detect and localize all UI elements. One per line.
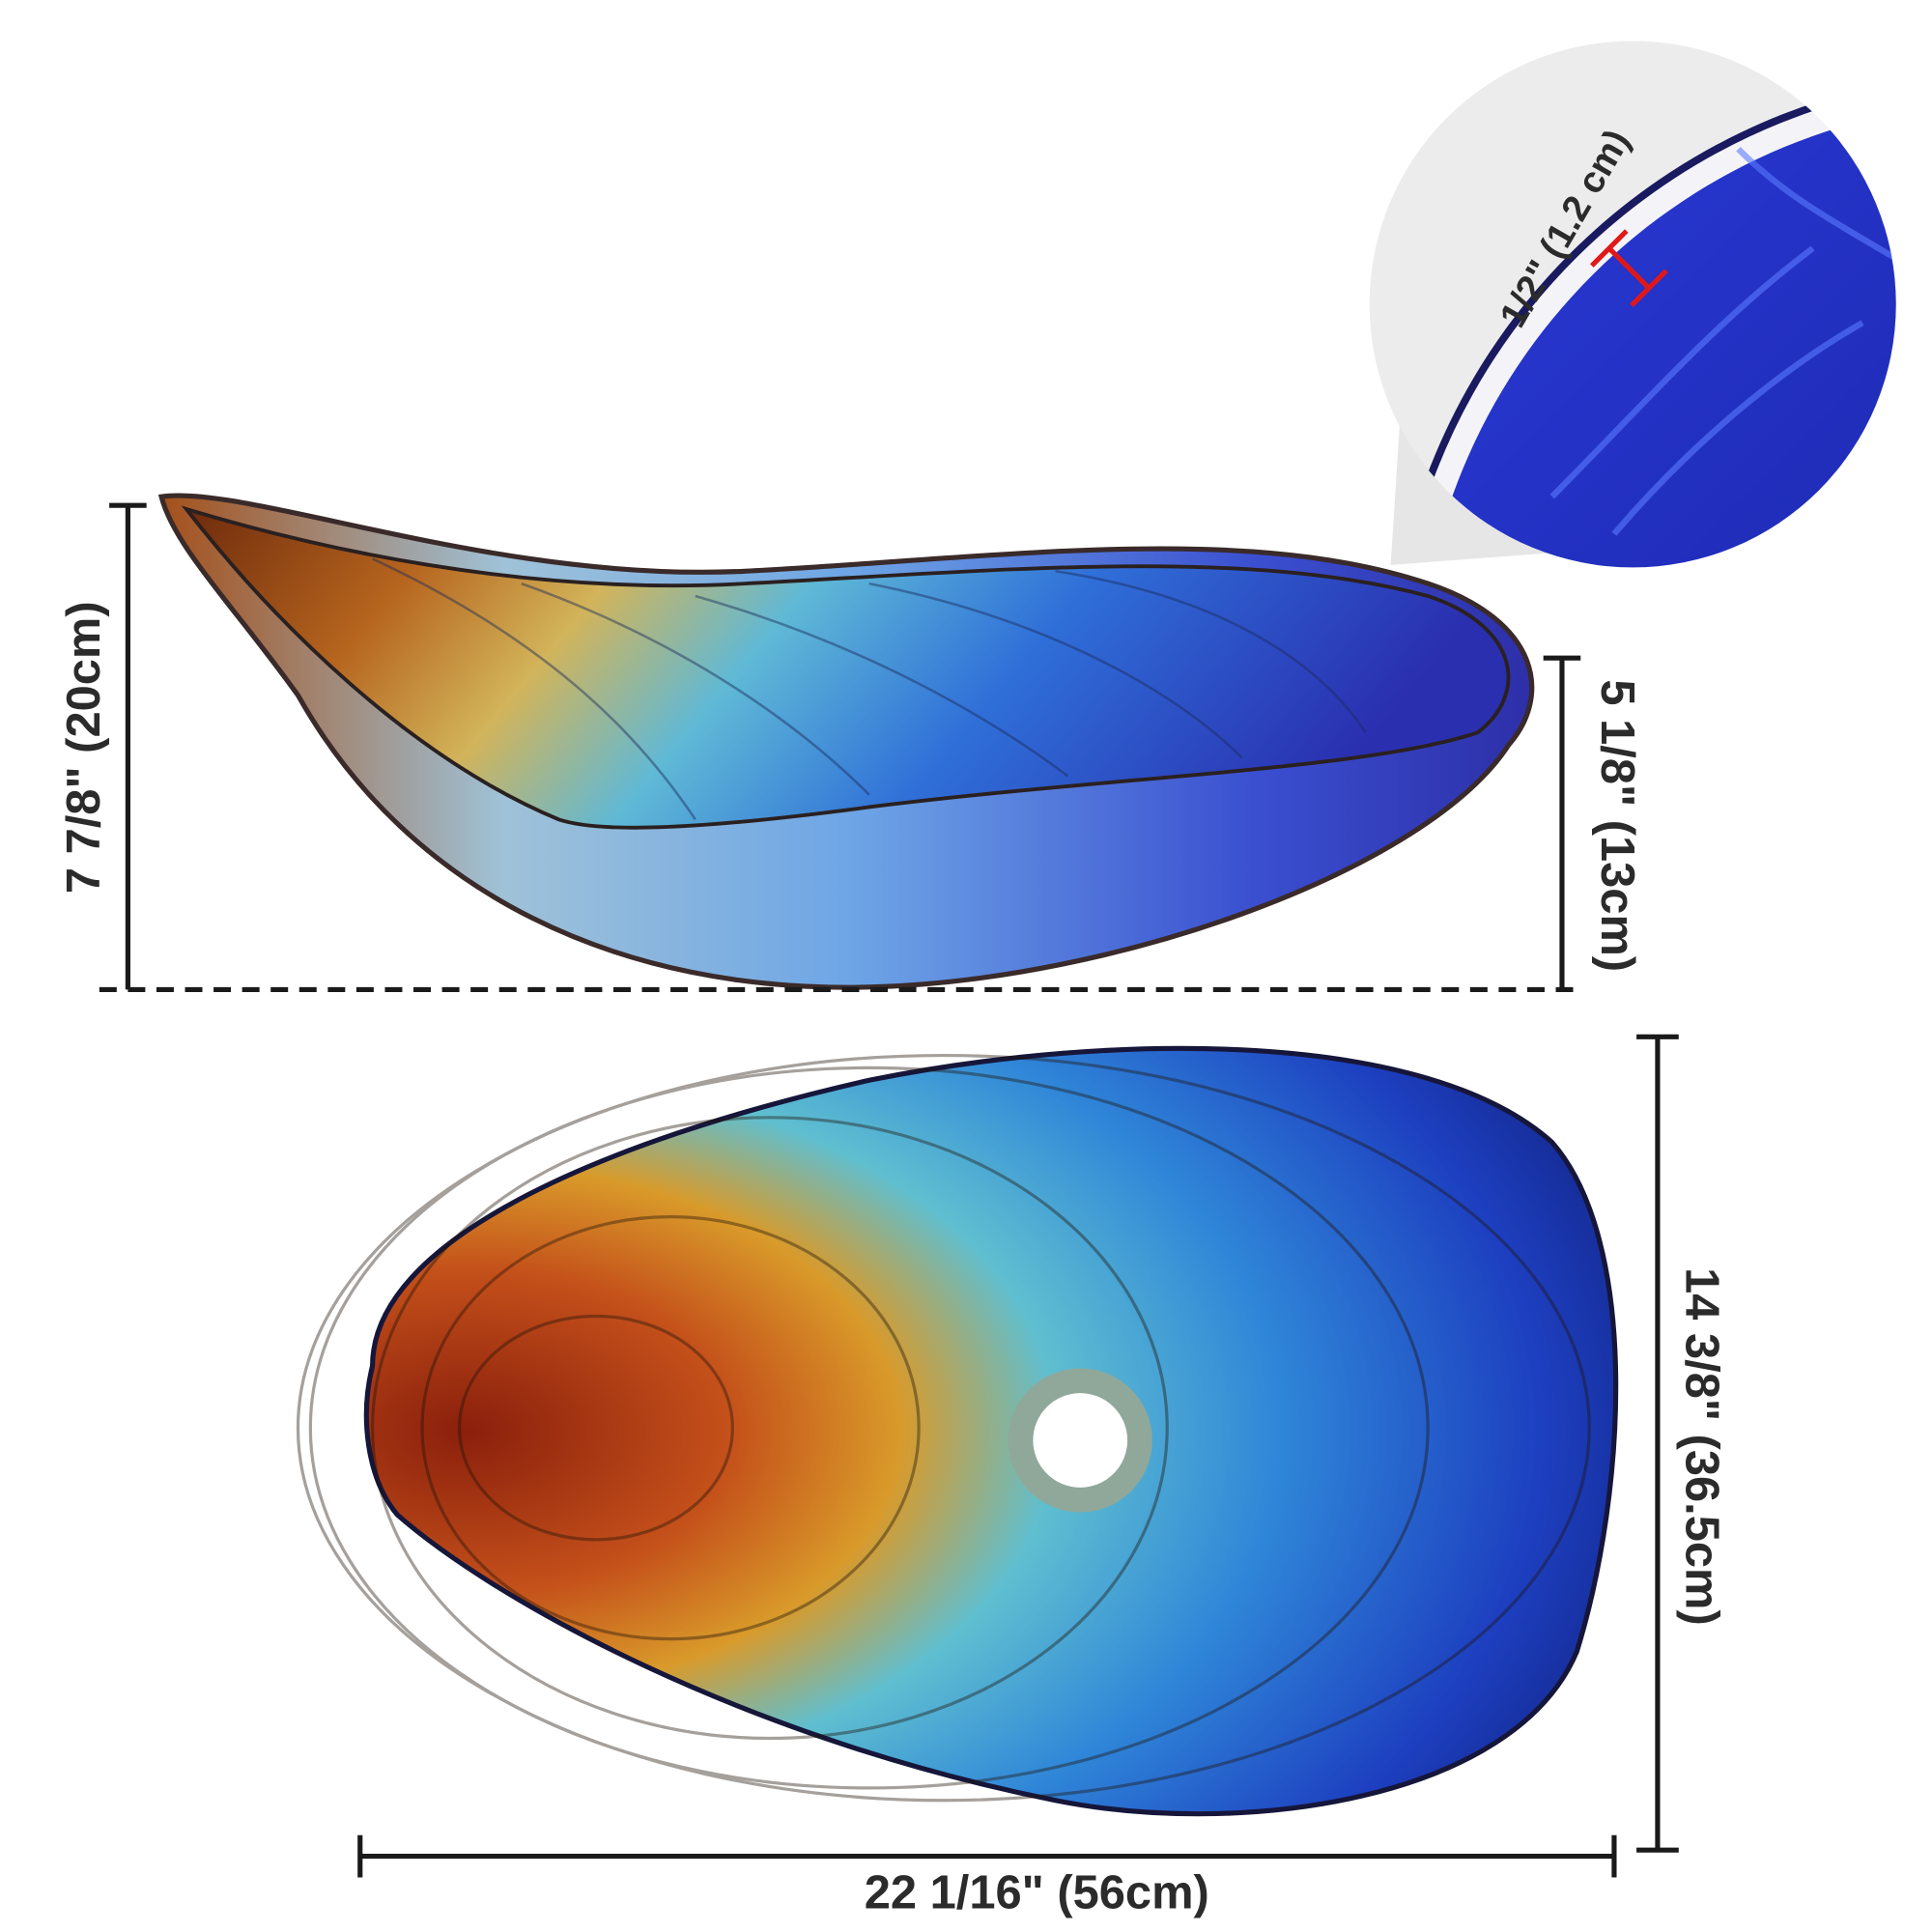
width-label: 14 3/8" (36.5cm) [1675, 1267, 1727, 1626]
thickness-marker [1589, 229, 1668, 308]
texture-rings [296, 1053, 1591, 1803]
inset-glass [1386, 71, 1896, 568]
sink-top-view [363, 1045, 1619, 1817]
dimension-lines [99, 502, 1679, 1878]
texture-lines [372, 557, 1367, 821]
drain-hole [1033, 1393, 1128, 1488]
bowl-height-label: 5 1/8" (13cm) [1591, 679, 1643, 972]
length-label: 22 1/16" (56cm) [865, 1867, 1209, 1919]
overall-height-label: 7 7/8" (20cm) [58, 601, 110, 894]
thickness-inset: 1/2" (1.2 cm) [1369, 41, 1896, 568]
sink-side-basin [181, 505, 1511, 830]
